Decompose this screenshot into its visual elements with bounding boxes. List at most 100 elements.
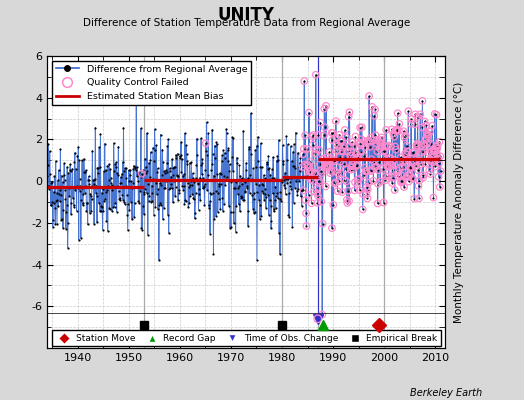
Point [391, 127, 400, 134]
Point [382, 127, 390, 133]
Point [274, 156, 282, 163]
Point [94, 200, 103, 206]
Point [140, 211, 148, 218]
Point [424, 133, 432, 140]
Point [186, 182, 194, 188]
Point [403, 148, 412, 155]
Point [103, 162, 112, 169]
Point [310, 170, 319, 177]
Point [312, 186, 321, 192]
Point [174, 189, 183, 196]
Point [205, 204, 213, 211]
Point [133, 164, 141, 170]
Point [299, 187, 308, 194]
Point [182, 151, 191, 157]
Point [214, 180, 223, 187]
Point [104, 228, 112, 234]
Point [297, 193, 305, 200]
Point [408, 164, 416, 171]
Point [358, 141, 366, 147]
Point [233, 160, 242, 166]
Point [241, 188, 249, 194]
Point [384, 164, 392, 170]
Point [434, 156, 442, 162]
Point [62, 209, 71, 216]
Point [232, 203, 241, 209]
Point [338, 189, 346, 195]
Point [410, 121, 419, 128]
Point [211, 188, 220, 195]
Point [374, 180, 382, 187]
Point [158, 146, 167, 153]
Point [189, 195, 198, 202]
Point [177, 139, 185, 145]
Point [350, 155, 358, 161]
Point [129, 162, 138, 169]
Point [99, 207, 107, 214]
Point [429, 159, 437, 166]
Point [293, 192, 302, 198]
Point [92, 182, 101, 189]
Point [303, 146, 311, 152]
Point [242, 160, 250, 166]
Point [320, 106, 329, 112]
Point [436, 153, 444, 160]
Point [322, 103, 330, 109]
Point [383, 162, 391, 168]
Point [226, 208, 235, 215]
Point [102, 167, 110, 173]
Point [373, 148, 381, 154]
Point [60, 171, 68, 178]
Point [435, 160, 443, 166]
Point [82, 167, 90, 173]
Point [234, 191, 242, 198]
Point [420, 140, 428, 147]
Point [337, 170, 345, 177]
Point [370, 164, 379, 170]
Point [311, 170, 319, 176]
Point [412, 157, 420, 163]
Point [372, 164, 380, 170]
Point [130, 214, 138, 220]
Point [310, 188, 318, 195]
Point [75, 175, 84, 182]
Point [317, 198, 325, 205]
Point [61, 196, 70, 202]
Point [141, 186, 149, 192]
Point [298, 203, 306, 209]
Point [244, 222, 252, 229]
Point [362, 168, 370, 174]
Point [167, 174, 175, 180]
Point [411, 111, 419, 118]
Point [232, 229, 240, 235]
Point [127, 178, 135, 185]
Point [344, 114, 353, 120]
Text: Difference of Station Temperature Data from Regional Average: Difference of Station Temperature Data f… [83, 18, 410, 28]
Point [315, 180, 324, 186]
Point [50, 200, 58, 207]
Point [335, 154, 344, 160]
Point [124, 167, 133, 174]
Point [132, 166, 140, 173]
Point [402, 142, 411, 149]
Point [191, 210, 199, 217]
Point [364, 186, 372, 193]
Point [429, 152, 437, 158]
Point [248, 176, 256, 182]
Point [130, 200, 139, 206]
Point [184, 180, 192, 187]
Point [417, 161, 425, 167]
Point [309, 141, 317, 148]
Point [349, 166, 357, 173]
Point [297, 188, 305, 195]
Point [108, 187, 116, 194]
Point [266, 197, 274, 203]
Point [376, 140, 385, 146]
Point [380, 143, 389, 150]
Point [305, 164, 313, 171]
Point [407, 120, 415, 127]
Point [359, 172, 368, 178]
Point [49, 224, 57, 230]
Point [227, 179, 236, 186]
Point [302, 223, 311, 229]
